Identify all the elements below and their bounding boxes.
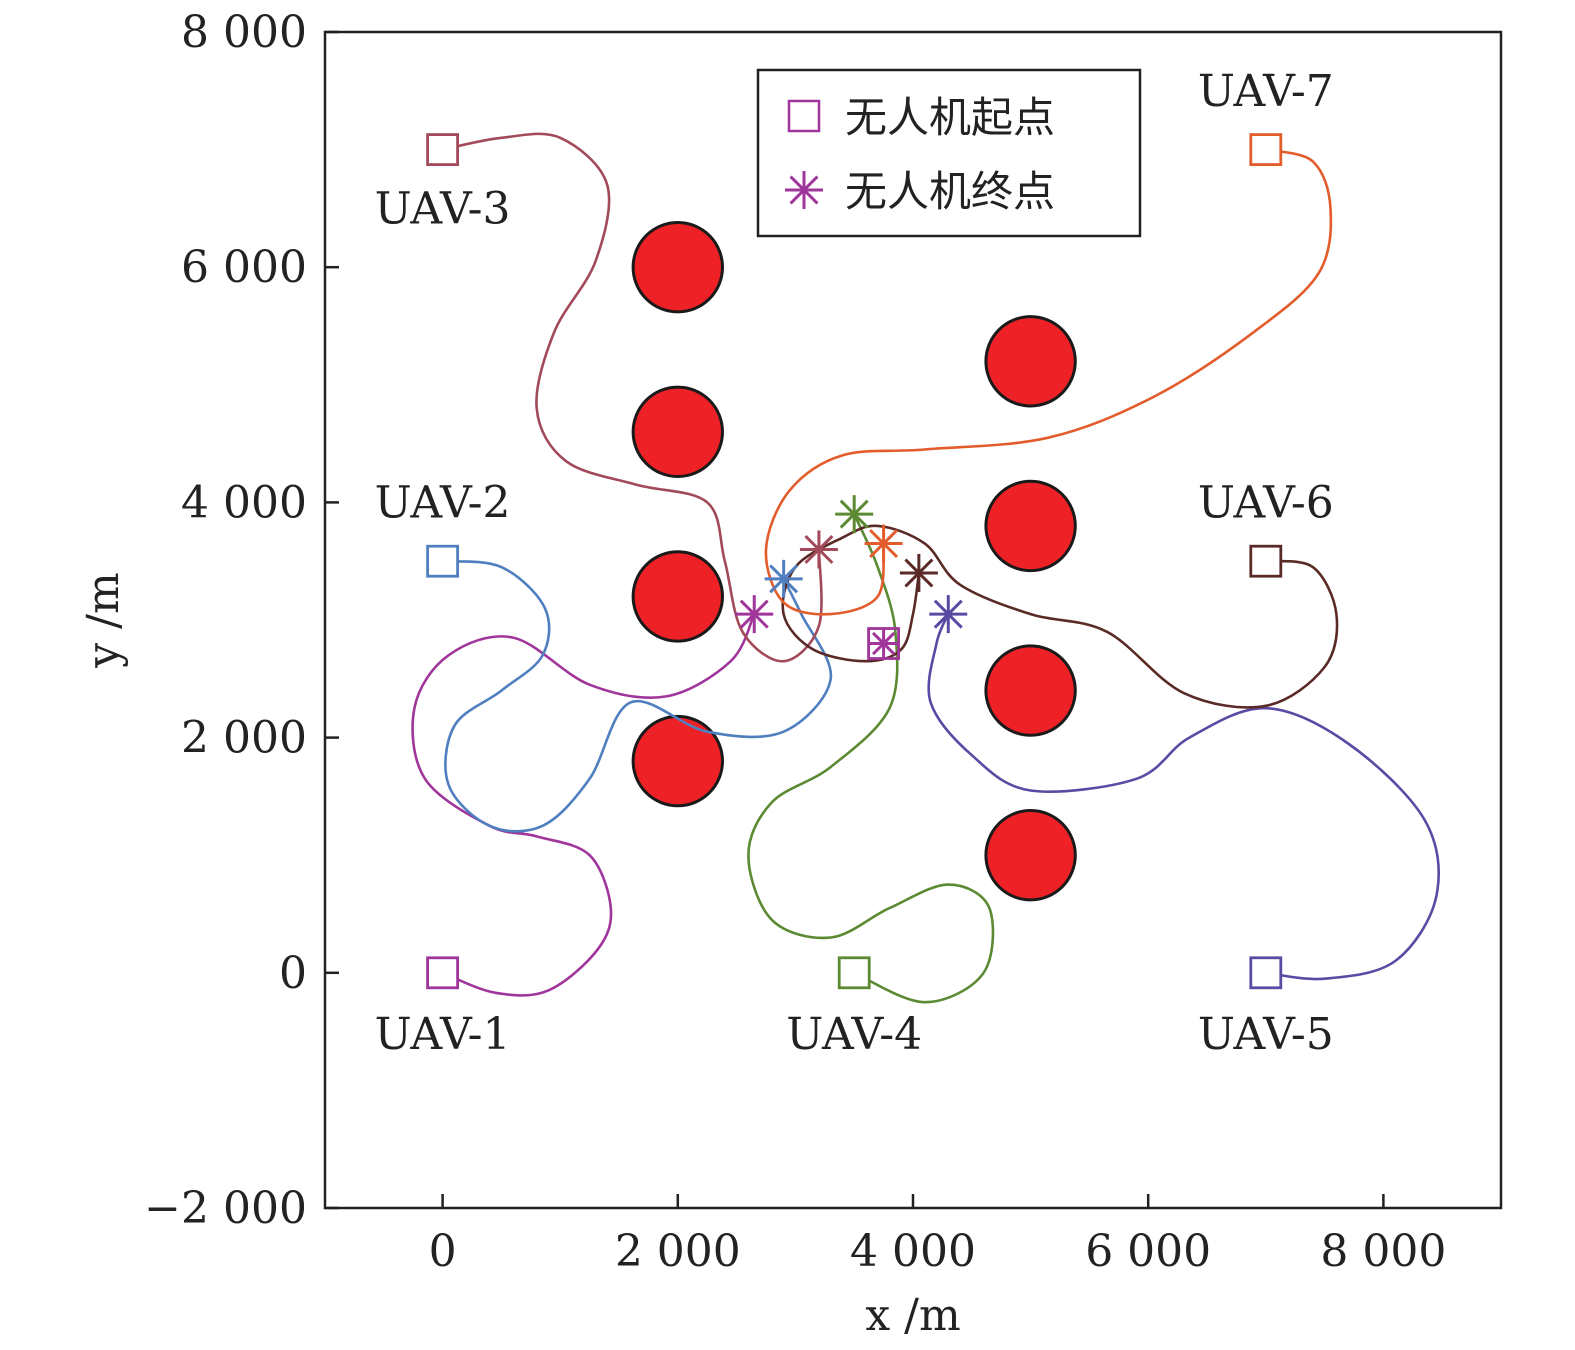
uav-6-end-marker-stroke: [904, 558, 934, 588]
y-tick-label: −2 000: [144, 1183, 307, 1234]
uav-7-end-marker-stroke: [869, 529, 899, 559]
uav-6-end-marker: [899, 553, 938, 592]
x-axis-label: x /m: [865, 1290, 960, 1341]
uav-1-end-marker: [735, 595, 774, 634]
uav-5-label: UAV-5: [1198, 1009, 1334, 1060]
legend-asterisk: [785, 171, 823, 209]
uav-5-start-marker: [1249, 956, 1283, 990]
legend-start-marker: [787, 99, 821, 133]
uav-5-path: [927, 613, 1441, 981]
y-axis-label: y /m: [78, 572, 129, 668]
obstacle-4: [631, 714, 724, 808]
y-tick-label: 8 000: [181, 7, 307, 58]
uav-3-end-marker: [799, 530, 838, 569]
uav-4-end-marker-stroke: [839, 499, 869, 529]
uav-1-path: [411, 613, 756, 997]
uav-2-end-marker-stroke: [769, 564, 799, 594]
obstacle-2: [631, 385, 724, 479]
legend-start-label: 无人机起点: [845, 93, 1055, 142]
uav-6-path: [781, 524, 1339, 709]
uav-7-end-marker: [864, 524, 903, 563]
obstacle-1: [631, 221, 724, 314]
uav-6-label: UAV-6: [1198, 477, 1334, 528]
y-tick-label: 6 000: [181, 242, 307, 293]
uav-3-end-marker-stroke: [804, 534, 834, 564]
extra-asterisk-marker: [868, 628, 899, 659]
x-tick-label: 6 000: [1085, 1226, 1211, 1277]
markers: [426, 133, 1283, 990]
obstacle-8: [984, 809, 1077, 902]
legend-end-label: 无人机终点: [845, 167, 1055, 216]
obstacle-3: [631, 550, 724, 643]
y-tick-label: 4 000: [181, 477, 307, 528]
uav-labels: UAV-1 UAV-2 UAV-3 UAV-4 UAV-5 UAV-6 UAV-7: [375, 66, 1334, 1060]
uav-4-path: [747, 513, 995, 1004]
uav-2-path: [442, 559, 833, 833]
uav-5-end-marker: [929, 595, 968, 634]
uav-4-end-marker: [835, 495, 874, 534]
legend-end-marker: [785, 171, 823, 209]
obstacle-6: [984, 479, 1077, 573]
uav-3-start-marker: [426, 133, 460, 167]
uav-2-label: UAV-2: [375, 477, 511, 528]
uav-6-start-marker: [1249, 544, 1283, 578]
uav-5-end-marker-stroke: [933, 599, 963, 629]
uav-2-end-marker: [764, 559, 803, 598]
legend: 无人机起点 无人机终点: [756, 68, 1142, 238]
uav-1-start-marker: [426, 956, 460, 990]
axis-ticks: 0 2 000 4 000 6 000 8 000 −2 000 0 2 000 4 000 6 …: [144, 7, 1446, 1277]
uav-1-label: UAV-1: [375, 1009, 511, 1060]
uav-7-start-marker: [1249, 133, 1283, 167]
uav-4-start-marker: [837, 956, 871, 990]
x-tick-label: 2 000: [615, 1226, 741, 1277]
legend-asterisk-stroke: [789, 175, 819, 205]
legend-box: [756, 68, 1142, 238]
uav-3-path: [442, 132, 823, 663]
x-tick-label: 0: [429, 1226, 457, 1277]
obstacles: [631, 221, 1077, 902]
x-tick-label: 4 000: [850, 1226, 976, 1277]
extra-asterisk-marker-stroke: [871, 631, 896, 656]
trajectories: [411, 132, 1441, 1004]
obstacle-5: [984, 315, 1077, 408]
obstacle-7: [984, 644, 1077, 737]
uav-1-end-marker-stroke: [739, 599, 769, 629]
uav-7-label: UAV-7: [1198, 66, 1334, 117]
uav-7-path: [764, 148, 1333, 616]
y-tick-label: 2 000: [181, 713, 307, 764]
uav-2-start-marker: [426, 544, 460, 578]
x-tick-label: 8 000: [1320, 1226, 1446, 1277]
uav-4-label: UAV-4: [786, 1009, 922, 1060]
uav-3-label: UAV-3: [375, 183, 511, 234]
y-tick-label: 0: [279, 948, 307, 999]
